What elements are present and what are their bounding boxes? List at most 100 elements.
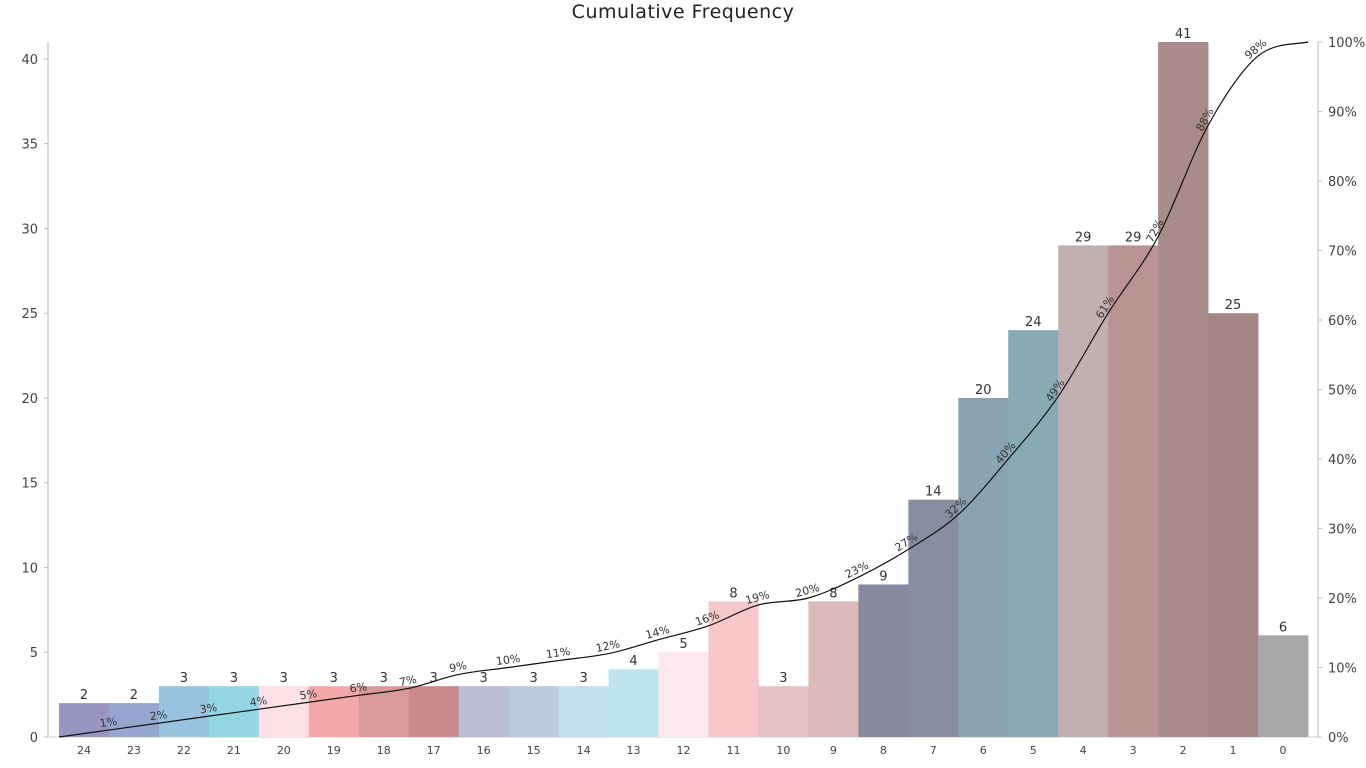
x-tick-label: 23 (127, 744, 141, 757)
bar (908, 499, 959, 737)
x-tick-label: 10 (776, 744, 790, 757)
y2-tick-label: 10% (1328, 662, 1357, 677)
x-tick-label: 6 (980, 744, 987, 757)
cumulative-percent-label: 2% (149, 708, 168, 723)
x-tick-label: 18 (377, 744, 391, 757)
cumulative-percent-label: 3% (199, 701, 218, 716)
bar-value-label: 5 (679, 637, 687, 652)
bar-value-label: 14 (925, 485, 942, 500)
cumulative-line-layer (58, 41, 1309, 738)
y2-tick-label: 40% (1328, 453, 1357, 468)
cumulative-percent-label: 5% (299, 687, 318, 702)
x-tick-label: 13 (627, 744, 641, 757)
bar-value-label: 3 (430, 671, 438, 686)
bar (408, 686, 460, 737)
bar (158, 686, 210, 737)
y2-tick-label: 30% (1328, 523, 1357, 538)
x-tick-label: 4 (1080, 744, 1087, 757)
bar-value-label: 4 (629, 654, 637, 669)
bar-value-label: 3 (480, 671, 488, 686)
cumulative-percent-label: 20% (794, 581, 821, 600)
cumulative-percent-label: 7% (398, 673, 418, 689)
bar-value-label: 3 (579, 671, 587, 686)
x-tick-label: 0 (1280, 744, 1287, 757)
x-tick-label: 5 (1030, 744, 1037, 757)
y2-tick-label: 100% (1328, 36, 1365, 51)
bar-value-label: 41 (1175, 27, 1192, 42)
bar-value-label: 8 (829, 586, 837, 601)
x-tick-label: 21 (227, 744, 241, 757)
y-tick-label: 25 (21, 307, 38, 322)
bar-value-label: 3 (230, 671, 238, 686)
bar (858, 584, 909, 737)
bar-value-label: 29 (1075, 230, 1092, 245)
y2-tick-labels-layer: 0% 10% 20% 30% 40% 50% 60% 70% 80% 90% 100% (1328, 36, 1365, 746)
x-tick-label: 9 (830, 744, 837, 757)
y-tick-labels-layer: 0 5 10 15 20 25 30 35 40 (21, 53, 38, 746)
bar-value-label: 3 (280, 671, 288, 686)
x-tick-labels-layer: 24 23 22 21 20 19 18 17 16 15 14 13 12 11 10 9 8 7 6 5 4 3 2 1 0 (77, 744, 1287, 757)
cumulative-percent-label: 6% (349, 680, 368, 695)
y2-tick-label: 50% (1328, 384, 1357, 399)
cumulative-percent-label: 14% (644, 623, 671, 642)
cumulative-percent-label: 1% (99, 715, 118, 730)
x-tick-label: 1 (1230, 744, 1237, 757)
bar (608, 669, 659, 737)
x-tick-label: 11 (726, 744, 740, 757)
bar (758, 686, 809, 737)
cumulative-labels-layer: 1% 2% 3% 4% 5% 6% 7%9% 10% 11% 12%14%16%19% 20%23%… (99, 36, 1269, 730)
y-tick-label: 40 (21, 53, 38, 68)
y2-tick-label: 60% (1328, 314, 1357, 329)
cumulative-percent-label: 12% (595, 637, 622, 655)
bar (108, 703, 160, 737)
y-tick-label: 35 (21, 138, 38, 153)
cumulative-percent-label: 10% (495, 652, 521, 668)
x-tick-label: 22 (177, 744, 191, 757)
bar-value-label: 20 (975, 383, 992, 398)
x-tick-label: 19 (327, 744, 341, 757)
bar-value-label: 3 (180, 671, 188, 686)
x-tick-label: 17 (427, 744, 441, 757)
bar-value-label: 9 (879, 569, 887, 584)
bar (1258, 635, 1309, 737)
x-tick-label: 24 (77, 744, 91, 757)
bar (1108, 245, 1159, 738)
chart-title: Cumulative Frequency (571, 1, 795, 23)
bar-value-label: 3 (330, 671, 338, 686)
bar (808, 601, 859, 737)
cumulative-line (58, 41, 1309, 738)
cumulative-percent-label: 11% (545, 645, 571, 661)
bar (208, 686, 260, 737)
y2-tick-label: 70% (1328, 245, 1357, 260)
bar-value-label: 25 (1225, 298, 1242, 313)
y-tick-label: 5 (30, 646, 38, 661)
bar (1158, 42, 1209, 737)
x-tick-label: 20 (277, 744, 291, 757)
x-tick-label: 12 (677, 744, 691, 757)
bar-value-label: 6 (1279, 620, 1287, 635)
y-tick-label: 10 (21, 561, 38, 576)
x-tick-label: 15 (527, 744, 541, 757)
y2-tick-label: 80% (1328, 175, 1357, 190)
bar-value-label: 3 (779, 671, 787, 686)
bar (1208, 313, 1259, 737)
bar-value-label: 29 (1125, 230, 1142, 245)
y-tick-label: 20 (21, 392, 38, 407)
y2-tick-label: 0% (1328, 731, 1349, 746)
x-tick-label: 2 (1180, 744, 1187, 757)
y-tick-label: 0 (30, 731, 38, 746)
bar-labels-layer: 2 2 3 3 3 3 3 3 3 3 3 4 5 8 3 8 9 14 20 24 29 29 41 25 6 (80, 27, 1287, 703)
bar (958, 397, 1009, 737)
bars-layer (59, 42, 1309, 738)
x-tick-label: 14 (577, 744, 591, 757)
cumulative-percent-label: 4% (249, 694, 268, 709)
bar-value-label: 3 (529, 671, 537, 686)
bar-value-label: 2 (80, 688, 88, 703)
bar-value-label: 3 (380, 671, 388, 686)
y-tick-label: 15 (21, 477, 38, 492)
bar (508, 686, 559, 737)
bar (558, 686, 609, 737)
bar (308, 686, 360, 737)
bar (458, 686, 510, 737)
